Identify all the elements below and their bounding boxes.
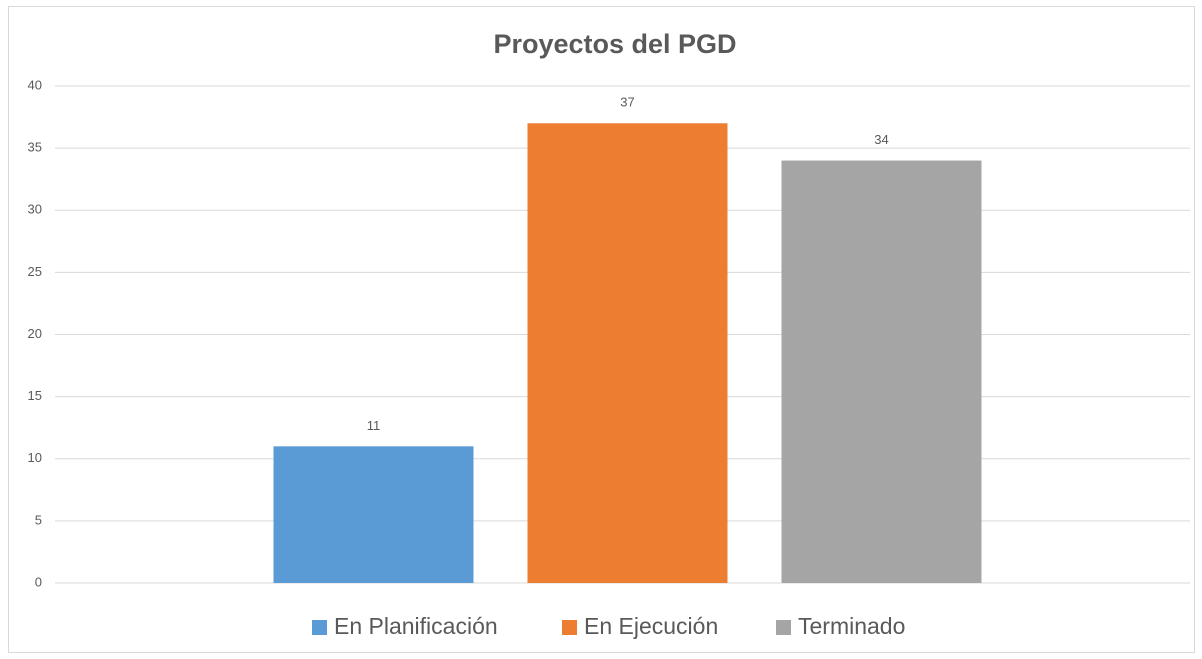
chart-title: Proyectos del PGD (493, 29, 736, 59)
y-tick-label: 30 (28, 202, 42, 217)
y-tick-label: 20 (28, 326, 42, 341)
data-label: 37 (620, 95, 634, 110)
legend-swatch (776, 620, 791, 635)
y-tick-label: 10 (28, 450, 42, 465)
legend-label: Terminado (798, 613, 905, 639)
data-label: 34 (874, 132, 888, 147)
legend-label: En Planificación (334, 613, 498, 639)
y-tick-label: 15 (28, 388, 42, 403)
bar (273, 446, 474, 583)
bar (527, 123, 728, 584)
legend-swatch (312, 620, 327, 635)
legend-label: En Ejecución (584, 613, 718, 639)
y-tick-label: 25 (28, 264, 42, 279)
legend-swatch (562, 620, 577, 635)
y-tick-label: 35 (28, 140, 42, 155)
bar (781, 160, 982, 584)
y-tick-label: 0 (35, 574, 42, 589)
y-tick-label: 5 (35, 512, 42, 527)
data-label: 11 (367, 418, 381, 433)
y-tick-label: 40 (28, 77, 42, 92)
